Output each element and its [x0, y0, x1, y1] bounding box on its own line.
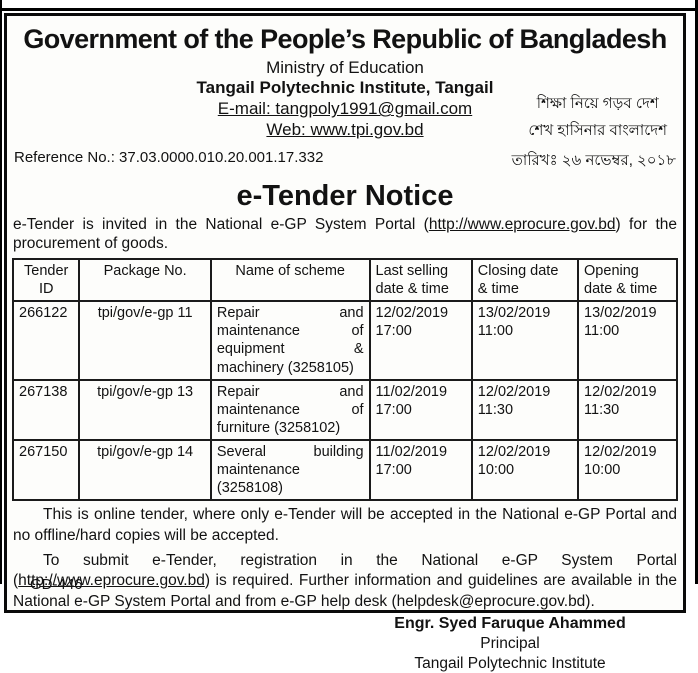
intro-paragraph: e-Tender is invited in the National e-GP…: [13, 216, 677, 254]
signature-designation: Principal: [480, 635, 540, 653]
web-link[interactable]: Web: www.tpi.gov.bd: [266, 119, 424, 139]
email-link[interactable]: E-mail: tangpoly1991@gmail.com: [217, 99, 473, 119]
intro-text-post: ) for the procurement of goods.: [13, 216, 677, 252]
cell-closing: 13/02/2019 11:00: [470, 300, 580, 381]
table-header-row: Tender ID Package No. Name of scheme Las…: [11, 257, 678, 303]
cell-package-no: tpi/gov/e-gp 13: [78, 378, 212, 442]
cell-scheme: Repair and maintenance of equipment & ma…: [209, 300, 371, 381]
page-edge-left: [0, 0, 2, 584]
cell-scheme: Repair and maintenance of furniture (325…: [209, 378, 371, 442]
institute-line: Tangail Polytechnic Institute, Tangail: [196, 78, 494, 98]
government-title: Government of the People’s Republic of B…: [23, 24, 667, 54]
eprocure-link[interactable]: http://www.eprocure.gov.bd: [428, 216, 616, 234]
cell-last-selling: 12/02/2019 17:00: [368, 300, 473, 381]
cell-tender-id: 267138: [11, 378, 81, 442]
reference-number: Reference No.: 37.03.0000.010.20.001.17.…: [14, 148, 324, 166]
table-row: 267138 tpi/gov/e-gp 13 Repair and mainte…: [11, 378, 678, 442]
page-edge-right: [695, 0, 698, 584]
tender-table: Tender ID Package No. Name of scheme Las…: [11, 257, 678, 502]
column-header-package-no: Package No.: [78, 257, 212, 303]
column-header-opening: Opening date & time: [577, 257, 678, 303]
cell-scheme: Several building maintenance (3258108): [209, 438, 371, 502]
notice-date: তারিখঃ ২৬ নভেম্বর, ২০১৮: [511, 151, 676, 169]
table-row: 266122 tpi/gov/e-gp 11 Repair and mainte…: [11, 300, 678, 381]
cell-closing: 12/02/2019 11:30: [470, 378, 580, 442]
cell-package-no: tpi/gov/e-gp 14: [78, 438, 212, 502]
signature-block: Engr. Syed Faruque Ahammed Principal Tan…: [380, 614, 640, 673]
slogan-line-1: শিক্ষা নিয়ে গড়ব দেশ: [536, 95, 659, 112]
cell-tender-id: 267150: [11, 438, 81, 502]
cell-opening: 13/02/2019 11:00: [577, 300, 678, 381]
cell-closing: 12/02/2019 10:00: [470, 438, 580, 502]
footer-code: GD-446: [30, 576, 83, 593]
table-row: 267150 tpi/gov/e-gp 14 Several building …: [11, 438, 678, 502]
column-header-tender-id: Tender ID: [11, 257, 81, 303]
slogan-line-2: শেখ হাসিনার বাংলাদেশ: [528, 122, 667, 139]
cell-tender-id: 266122: [11, 300, 81, 381]
cell-opening: 12/02/2019 10:00: [577, 438, 678, 502]
intro-text-pre: e-Tender is invited in the National e-GP…: [13, 216, 429, 234]
signature-organization: Tangail Polytechnic Institute: [414, 654, 606, 672]
online-tender-paragraph: This is online tender, where only e-Tend…: [13, 506, 677, 544]
web-line: Web: www.tpi.gov.bd: [12, 120, 678, 141]
signature-name: Engr. Syed Faruque Ahammed: [394, 615, 626, 633]
column-header-last-selling: Last selling date & time: [368, 257, 473, 303]
registration-paragraph: To submit e-Tender, registration in the …: [13, 551, 677, 613]
reference-row: Reference No.: 37.03.0000.010.20.001.17.…: [12, 149, 678, 174]
cell-last-selling: 11/02/2019 17:00: [368, 438, 473, 502]
email-line: E-mail: tangpoly1991@gmail.com: [12, 99, 678, 120]
column-header-closing: Closing date & time: [470, 257, 580, 303]
page-top-rule: [0, 8, 698, 11]
column-header-scheme: Name of scheme: [209, 257, 371, 303]
notice-sheet: Government of the People’s Republic of B…: [4, 13, 686, 672]
ministry-line: Ministry of Education: [266, 57, 424, 77]
cell-last-selling: 11/02/2019 17:00: [368, 378, 473, 442]
cell-opening: 12/02/2019 11:30: [577, 378, 678, 442]
notice-title: e-Tender Notice: [236, 179, 454, 212]
slogan-bengali: শিক্ষা নিয়ে গড়ব দেশ শেখ হাসিনার বাংলাদ…: [528, 90, 667, 144]
registration-text-pre: To submit e-Tender, registration in the …: [13, 551, 677, 590]
cell-package-no: tpi/gov/e-gp 11: [78, 300, 212, 381]
